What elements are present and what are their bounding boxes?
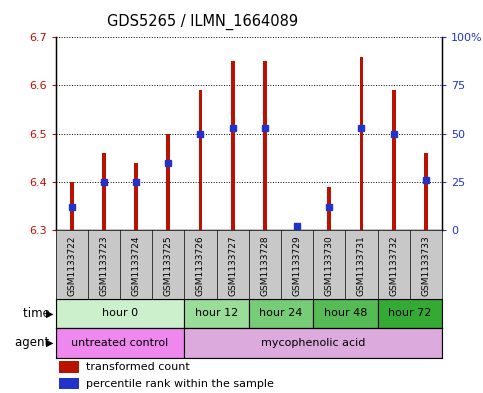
Text: GSM1133724: GSM1133724: [131, 235, 141, 296]
Text: GSM1133733: GSM1133733: [421, 235, 430, 296]
Text: hour 12: hour 12: [195, 309, 238, 318]
Text: GSM1133728: GSM1133728: [260, 235, 270, 296]
Bar: [199, 90, 202, 230]
Bar: [249, 299, 313, 328]
Text: mycophenolic acid: mycophenolic acid: [261, 338, 365, 348]
Text: hour 72: hour 72: [388, 309, 431, 318]
Text: transformed count: transformed count: [86, 362, 190, 372]
Bar: [313, 299, 378, 328]
Bar: [166, 134, 170, 230]
Bar: [185, 299, 249, 328]
Bar: [134, 162, 138, 230]
Text: GDS5265 / ILMN_1664089: GDS5265 / ILMN_1664089: [107, 14, 298, 30]
Bar: [56, 328, 185, 358]
Text: untreated control: untreated control: [71, 338, 169, 348]
Bar: [59, 361, 79, 373]
Text: ▶: ▶: [45, 338, 53, 348]
Bar: [56, 299, 185, 328]
Text: GSM1133723: GSM1133723: [99, 235, 108, 296]
Bar: [263, 61, 267, 230]
Text: GSM1133730: GSM1133730: [325, 235, 334, 296]
Text: agent: agent: [15, 336, 53, 349]
Text: GSM1133722: GSM1133722: [67, 235, 76, 296]
Bar: [59, 378, 79, 389]
Text: GSM1133729: GSM1133729: [293, 235, 301, 296]
Bar: [295, 225, 299, 230]
Text: GSM1133725: GSM1133725: [164, 235, 173, 296]
Bar: [378, 299, 442, 328]
Bar: [185, 328, 442, 358]
Text: GSM1133727: GSM1133727: [228, 235, 237, 296]
Text: time: time: [23, 307, 53, 320]
Bar: [102, 153, 106, 230]
Bar: [359, 57, 363, 230]
Text: GSM1133731: GSM1133731: [357, 235, 366, 296]
Text: GSM1133732: GSM1133732: [389, 235, 398, 296]
Bar: [424, 153, 428, 230]
Text: hour 24: hour 24: [259, 309, 303, 318]
Text: GSM1133726: GSM1133726: [196, 235, 205, 296]
Bar: [392, 90, 396, 230]
Text: hour 0: hour 0: [102, 309, 138, 318]
Text: percentile rank within the sample: percentile rank within the sample: [86, 379, 274, 389]
Text: ▶: ▶: [45, 309, 53, 318]
Bar: [70, 182, 73, 230]
Text: hour 48: hour 48: [324, 309, 367, 318]
Bar: [231, 61, 235, 230]
Bar: [327, 187, 331, 230]
